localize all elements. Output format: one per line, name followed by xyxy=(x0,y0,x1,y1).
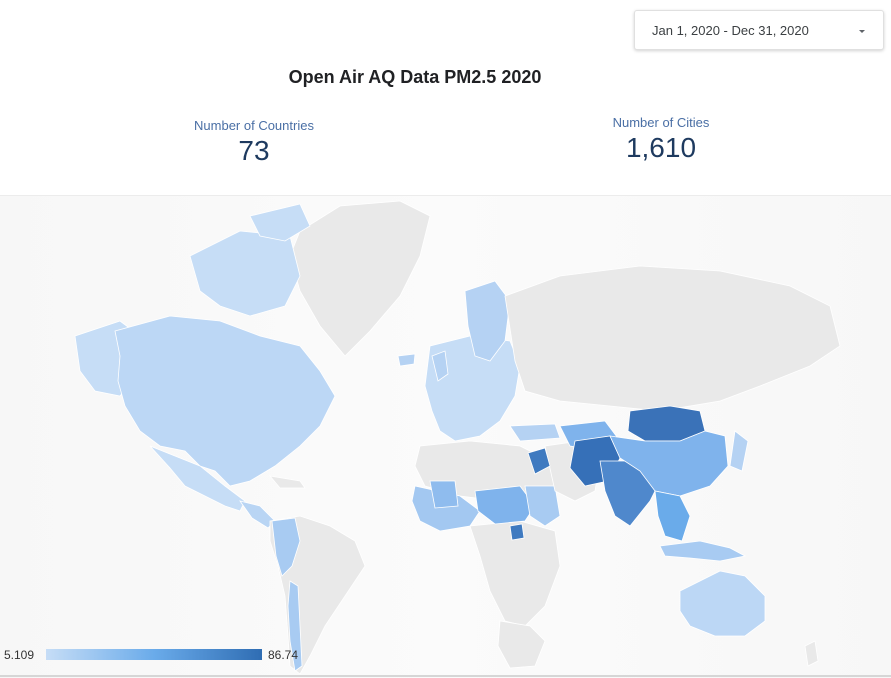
region-mexico xyxy=(149,445,246,512)
color-legend: 5.109 86.74 xyxy=(0,645,330,667)
region-southern-africa xyxy=(497,620,546,669)
legend-min-label: 5.109 xyxy=(4,648,35,662)
kpi-countries-label: Number of Countries xyxy=(194,118,314,133)
legend-max-label: 86.74 xyxy=(268,648,299,662)
kpi-cities-label: Number of Cities xyxy=(612,115,710,130)
caret-down-icon[interactable] xyxy=(859,30,865,33)
region-australia xyxy=(679,570,766,637)
region-iceland xyxy=(397,353,416,367)
region-canada-arctic xyxy=(189,230,301,317)
bottom-divider xyxy=(0,675,891,677)
region-turkey xyxy=(509,423,561,442)
kpi-countries: Number of Countries 73 xyxy=(144,118,364,167)
region-west-africa xyxy=(411,485,481,532)
region-japan xyxy=(729,430,749,472)
world-map-svg[interactable] xyxy=(0,196,891,678)
region-scandinavia xyxy=(464,280,511,362)
world-map[interactable] xyxy=(0,195,891,678)
region-uganda xyxy=(509,523,525,541)
report-header: Jan 1, 2020 - Dec 31, 2020 Open Air AQ D… xyxy=(0,0,891,195)
region-europe xyxy=(424,335,521,442)
region-colombia-peru xyxy=(271,517,301,577)
region-north-america xyxy=(114,315,336,487)
region-caribbean xyxy=(269,475,306,489)
date-range-label: Jan 1, 2020 - Dec 31, 2020 xyxy=(652,23,809,38)
region-uk xyxy=(431,350,449,382)
region-nigeria-chad xyxy=(474,485,536,525)
region-iraq xyxy=(527,447,551,475)
region-greenland xyxy=(289,200,431,357)
region-china xyxy=(609,430,729,497)
report-title: Open Air AQ Data PM2.5 2020 xyxy=(288,67,542,87)
date-range-picker[interactable]: Jan 1, 2020 - Dec 31, 2020 xyxy=(634,10,884,50)
region-mali xyxy=(429,480,459,509)
region-indonesia xyxy=(659,540,747,562)
region-new-zealand xyxy=(804,640,819,667)
region-russia xyxy=(504,265,841,412)
kpi-cities-value: 1,610 xyxy=(625,132,697,163)
kpi-countries-value: 73 xyxy=(238,135,270,166)
region-se-asia xyxy=(654,490,691,542)
legend-gradient-bar xyxy=(46,649,262,660)
region-chile xyxy=(287,580,303,672)
kpi-cities: Number of Cities 1,610 xyxy=(551,115,771,164)
region-canada-arctic-2 xyxy=(249,203,311,242)
region-sudan-ethiopia xyxy=(524,485,561,527)
region-central-africa xyxy=(469,520,561,627)
